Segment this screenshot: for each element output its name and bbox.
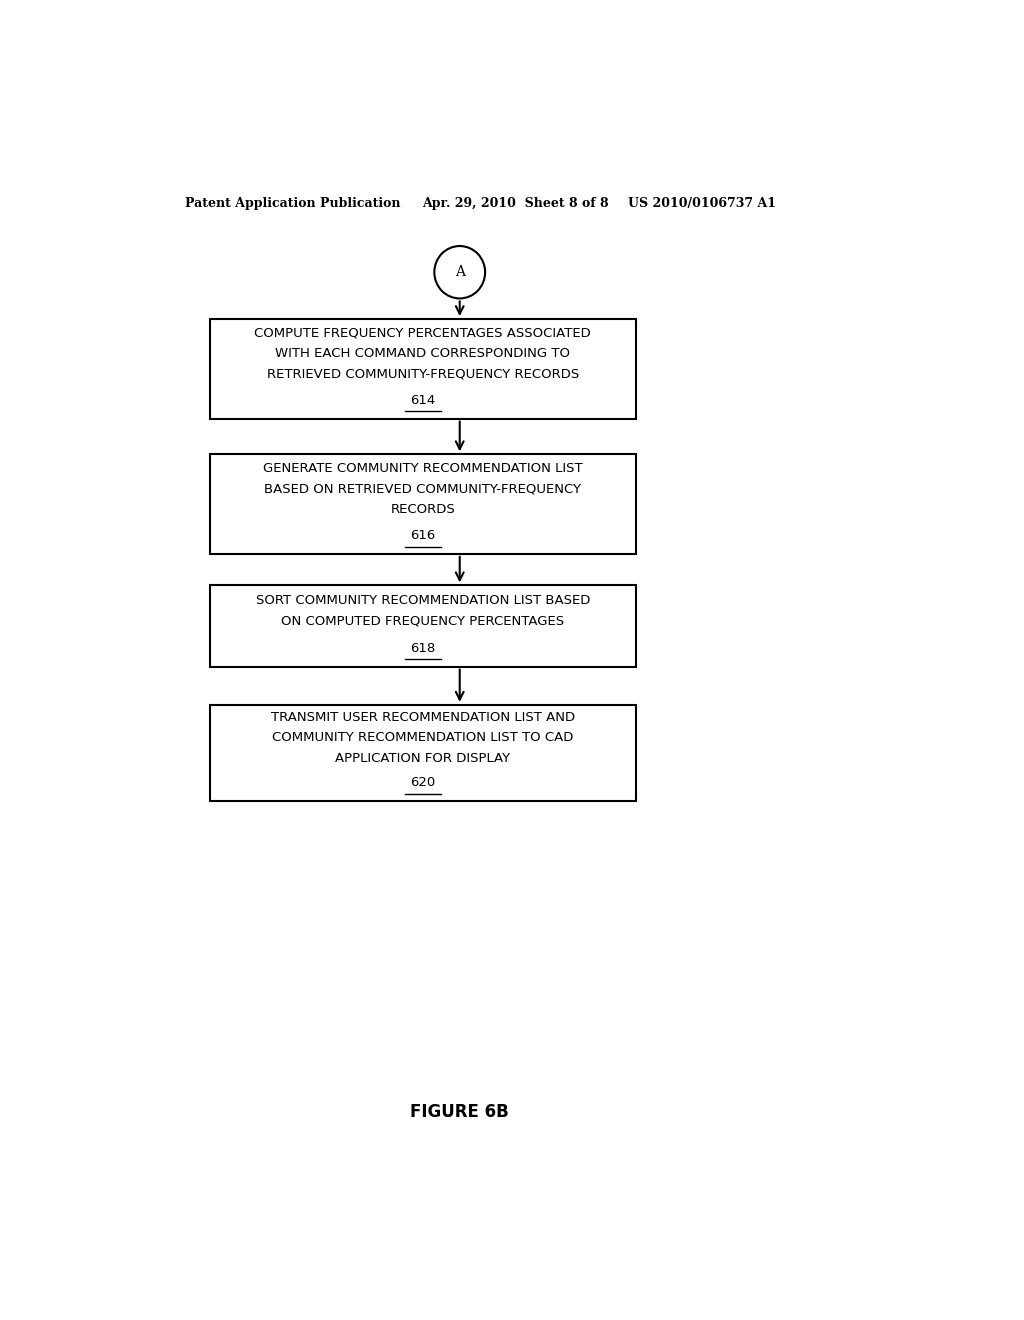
- Text: SORT COMMUNITY RECOMMENDATION LIST BASED: SORT COMMUNITY RECOMMENDATION LIST BASED: [256, 594, 590, 607]
- Text: COMMUNITY RECOMMENDATION LIST TO CAD: COMMUNITY RECOMMENDATION LIST TO CAD: [272, 731, 573, 744]
- Text: COMPUTE FREQUENCY PERCENTAGES ASSOCIATED: COMPUTE FREQUENCY PERCENTAGES ASSOCIATED: [254, 327, 591, 339]
- Text: 620: 620: [411, 776, 435, 789]
- Text: GENERATE COMMUNITY RECOMMENDATION LIST: GENERATE COMMUNITY RECOMMENDATION LIST: [263, 462, 583, 475]
- Text: WITH EACH COMMAND CORRESPONDING TO: WITH EACH COMMAND CORRESPONDING TO: [275, 347, 570, 360]
- Text: A: A: [455, 265, 465, 280]
- Text: 618: 618: [411, 642, 435, 655]
- Text: Apr. 29, 2010  Sheet 8 of 8: Apr. 29, 2010 Sheet 8 of 8: [422, 197, 608, 210]
- Bar: [210, 705, 636, 801]
- Bar: [210, 585, 636, 667]
- Text: US 2010/0106737 A1: US 2010/0106737 A1: [628, 197, 776, 210]
- Text: RECORDS: RECORDS: [390, 503, 456, 516]
- Text: 614: 614: [411, 393, 435, 407]
- Bar: [210, 454, 636, 554]
- Bar: [210, 319, 636, 418]
- Text: 616: 616: [411, 529, 435, 543]
- Text: RETRIEVED COMMUNITY-FREQUENCY RECORDS: RETRIEVED COMMUNITY-FREQUENCY RECORDS: [266, 367, 579, 380]
- Text: TRANSMIT USER RECOMMENDATION LIST AND: TRANSMIT USER RECOMMENDATION LIST AND: [270, 711, 574, 723]
- Text: APPLICATION FOR DISPLAY: APPLICATION FOR DISPLAY: [335, 751, 510, 764]
- Text: FIGURE 6B: FIGURE 6B: [411, 1102, 509, 1121]
- Ellipse shape: [434, 246, 485, 298]
- Text: Patent Application Publication: Patent Application Publication: [185, 197, 400, 210]
- Text: ON COMPUTED FREQUENCY PERCENTAGES: ON COMPUTED FREQUENCY PERCENTAGES: [282, 614, 564, 627]
- Text: BASED ON RETRIEVED COMMUNITY-FREQUENCY: BASED ON RETRIEVED COMMUNITY-FREQUENCY: [264, 482, 582, 495]
